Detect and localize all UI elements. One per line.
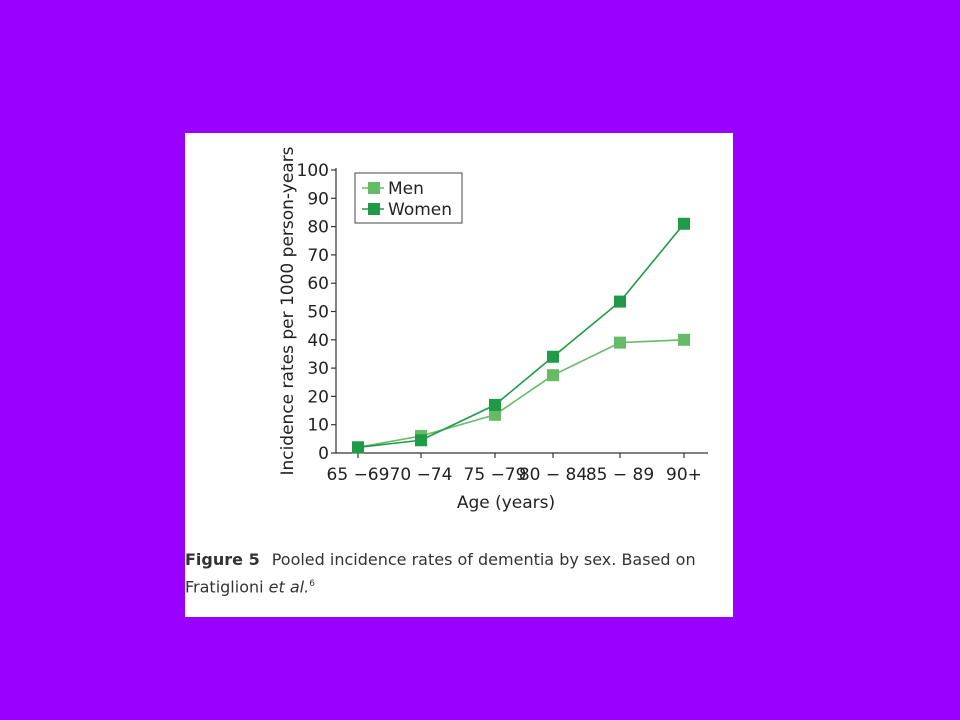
data-point-women — [415, 434, 427, 447]
figure-caption-superscript: 6 — [309, 579, 315, 589]
figure-caption-label: Figure 5 — [185, 550, 260, 569]
y-tick-label: 50 — [307, 303, 329, 323]
x-axis-title: Age (years) — [457, 493, 555, 513]
y-axis-title: Incidence rates per 1000 person-years — [278, 146, 298, 475]
x-tick-label: 90+ — [666, 465, 702, 485]
data-point-women — [614, 295, 626, 308]
x-tick-label: 80 − 84 — [519, 465, 587, 485]
line-chart: 0 10 20 30 40 50 60 70 80 90 100 65 −69 70 −74 75 −7… — [278, 146, 708, 513]
data-point-men — [614, 336, 626, 349]
figure-panel: 0 10 20 30 40 50 60 70 80 90 100 65 −69 70 −74 75 −7… — [185, 133, 733, 617]
y-tick-label: 70 — [307, 246, 329, 266]
data-point-women — [352, 441, 364, 454]
y-axis: 0 10 20 30 40 50 60 70 80 90 100 — [297, 161, 337, 464]
x-tick-label: 85 − 89 — [586, 465, 654, 485]
x-tick-label: 65 −69 — [327, 465, 390, 485]
series-layer — [352, 217, 690, 454]
legend-marker-women — [368, 203, 380, 215]
y-tick-label: 80 — [307, 218, 329, 238]
series-line-women — [357, 223, 685, 449]
figure-caption: Figure 5 Pooled incidence rates of dement… — [185, 548, 733, 599]
y-tick-label: 20 — [307, 387, 329, 407]
figure-caption-text: Pooled incidence rates of dementia by se… — [185, 550, 696, 597]
data-point-women — [678, 217, 690, 230]
legend-label-men: Men — [388, 179, 424, 199]
y-tick-label: 30 — [307, 359, 329, 379]
data-point-men — [678, 333, 690, 346]
data-point-men — [489, 408, 501, 421]
y-tick-label: 40 — [307, 331, 329, 351]
y-tick-label: 0 — [318, 444, 329, 464]
data-point-women — [547, 350, 559, 363]
y-tick-label: 10 — [307, 416, 329, 436]
data-point-men — [547, 369, 559, 382]
y-tick-label: 90 — [307, 189, 329, 209]
legend-marker-men — [368, 182, 380, 194]
y-tick-label: 60 — [307, 274, 329, 294]
y-tick-label: 100 — [297, 161, 329, 181]
figure-caption-reference: et al. — [268, 577, 310, 597]
x-tick-label: 75 −79 — [464, 465, 527, 485]
legend-label-women: Women — [388, 200, 452, 220]
x-tick-label: 70 −74 — [390, 465, 453, 485]
series-line-men — [357, 339, 685, 449]
data-point-women — [489, 398, 501, 411]
